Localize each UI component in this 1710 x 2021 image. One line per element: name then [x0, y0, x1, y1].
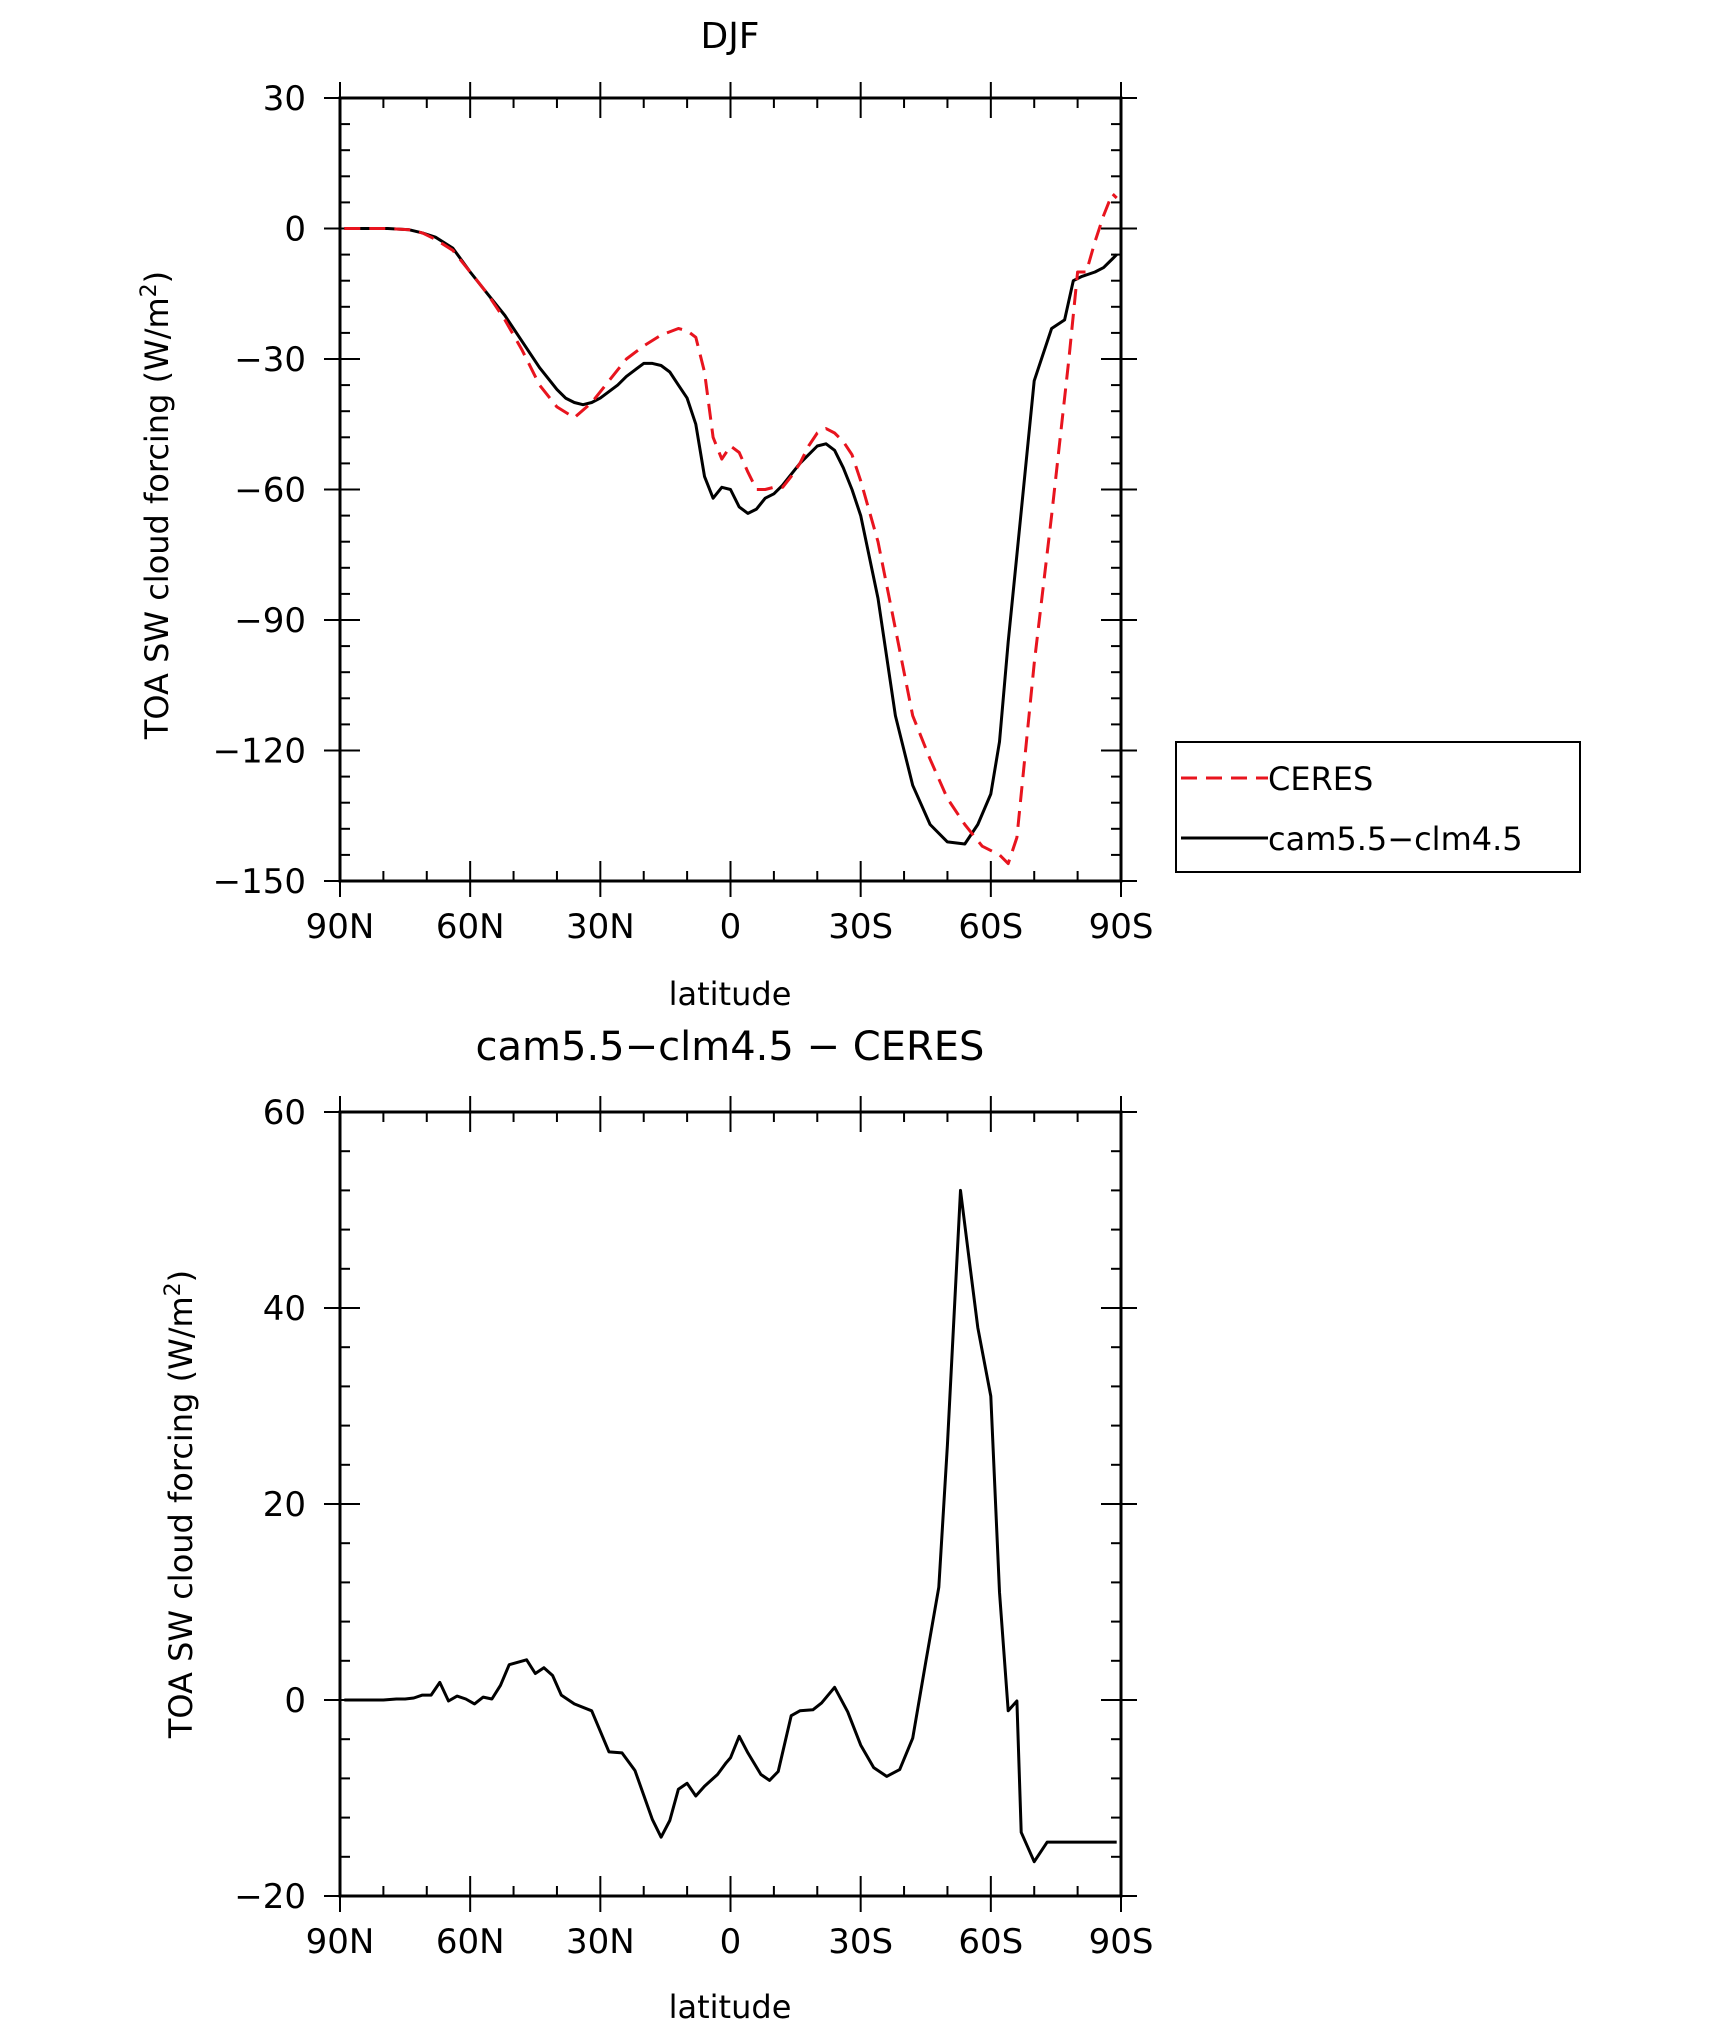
top-chart-title: DJF [700, 16, 759, 57]
top-x-tick-label: 90S [1089, 907, 1154, 947]
legend-model-label: cam5.5−clm4.5 [1268, 820, 1523, 858]
bottom-x-tick-label: 30N [566, 1922, 635, 1962]
top-y-tick-labels: 30 0 −30 −60 −90 −120 −150 [213, 79, 306, 902]
top-y-tick-label: 0 [284, 210, 306, 250]
top-y-tick-label: −30 [234, 340, 306, 380]
bottom-series-line-0 [344, 1188, 1117, 1864]
bottom-axis-ticks [324, 1096, 1137, 1912]
top-chart: DJF 30 0 −30 −60 −90 −120 −150 90N 60N 30N 0 30S 60… [137, 16, 1581, 1013]
top-x-tick-label: 90N [306, 907, 375, 947]
top-series-line-0 [344, 227, 1118, 846]
top-series-group [344, 192, 1118, 866]
top-y-tick-label: −60 [234, 471, 306, 511]
bottom-y-tick-label: 40 [263, 1289, 306, 1329]
legend-box [1175, 741, 1581, 873]
legend: CERES cam5.5−clm4.5 [1175, 741, 1581, 873]
bottom-chart: cam5.5−clm4.5 − CERES 60 40 20 0 −20 90N 60N 3… [161, 1024, 1153, 2021]
top-x-tick-label: 30S [828, 907, 893, 947]
bottom-x-tick-label: 60S [958, 1922, 1023, 1962]
bottom-y-tick-label: 20 [263, 1485, 306, 1525]
bottom-y-tick-label: −20 [234, 1877, 306, 1917]
bottom-x-axis-label: latitude [669, 1988, 792, 2021]
top-x-tick-label: 60S [958, 907, 1023, 947]
top-x-axis-label: latitude [669, 975, 792, 1013]
bottom-x-tick-label: 90S [1089, 1922, 1154, 1962]
bottom-y-tick-label: 0 [284, 1681, 306, 1721]
bottom-chart-title: cam5.5−clm4.5 − CERES [476, 1024, 985, 1070]
top-y-tick-label: −90 [234, 601, 306, 641]
top-x-tick-label: 0 [720, 907, 742, 947]
bottom-x-tick-label: 90N [306, 1922, 375, 1962]
bottom-y-tick-labels: 60 40 20 0 −20 [234, 1093, 306, 1917]
bottom-y-tick-label: 60 [263, 1093, 306, 1133]
bottom-y-axis-label: TOA SW cloud forcing (W/m2) [161, 1270, 200, 1739]
top-x-tick-labels: 90N 60N 30N 0 30S 60S 90S [306, 907, 1154, 947]
bottom-series-group [344, 1188, 1117, 1864]
top-y-tick-label: −120 [213, 732, 306, 772]
top-axis-ticks [324, 82, 1137, 897]
top-x-tick-label: 60N [436, 907, 505, 947]
legend-ceres-label: CERES [1268, 760, 1373, 798]
top-series-line-1 [344, 192, 1118, 866]
bottom-x-tick-label: 60N [436, 1922, 505, 1962]
top-x-tick-label: 30N [566, 907, 635, 947]
bottom-x-tick-labels: 90N 60N 30N 0 30S 60S 90S [306, 1922, 1154, 1962]
bottom-x-tick-label: 30S [828, 1922, 893, 1962]
bottom-x-tick-label: 0 [720, 1922, 742, 1962]
bottom-plot-frame [338, 1110, 1123, 1898]
top-y-axis-label: TOA SW cloud forcing (W/m2) [137, 271, 176, 740]
top-y-tick-label: −150 [213, 862, 306, 902]
top-y-tick-label: 30 [263, 79, 306, 119]
